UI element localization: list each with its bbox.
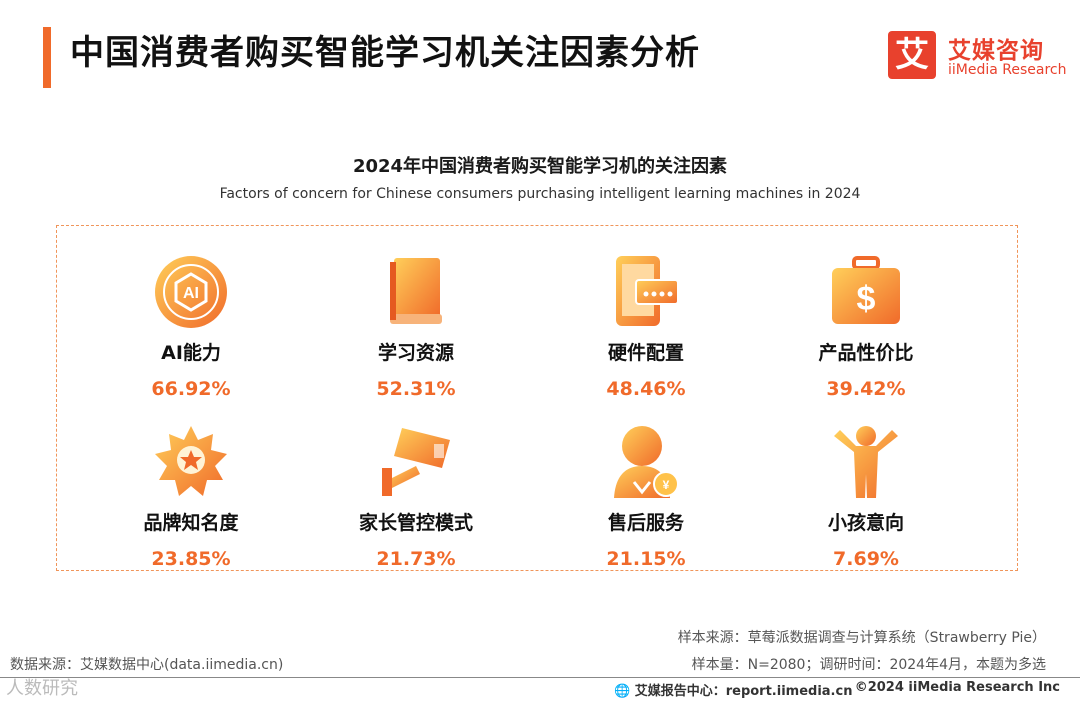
factor-name: 售后服务 (607, 512, 684, 534)
data-source-note: 数据来源：艾媒数据中心(data.iimedia.cn) (10, 657, 284, 673)
factor-item: 品牌知名度 23.85% (81, 422, 301, 572)
child-icon (834, 426, 898, 498)
factor-value: 52.31% (376, 378, 456, 400)
factor-item: $ 产品性价比 39.42% (756, 252, 976, 402)
factor-item: AI AI能力 66.92% (81, 252, 301, 402)
brand-logo-block[interactable]: 艾 艾媒咨询 iiMedia Research (888, 31, 1067, 81)
svg-text:¥: ¥ (663, 478, 670, 492)
title-accent-bar (43, 27, 51, 88)
factor-value: 39.42% (826, 378, 906, 400)
factor-name: 小孩意向 (827, 512, 904, 534)
factor-name: 产品性价比 (818, 342, 914, 364)
ai-badge-icon: AI (155, 256, 227, 328)
watermark-text: 人数研究 (6, 678, 78, 699)
factors-frame (56, 225, 1018, 571)
factor-value: 48.46% (606, 378, 686, 400)
chart-subtitle: Factors of concern for Chinese consumers… (219, 186, 861, 202)
factor-name: 品牌知名度 (143, 512, 239, 534)
factor-value: 7.69% (833, 548, 899, 570)
brand-name-en: iiMedia Research (948, 62, 1067, 78)
page-title: 中国消费者购买智能学习机关注因素分析 (70, 33, 700, 73)
footer-divider (0, 677, 1080, 678)
money-bag-icon: $ (832, 256, 900, 324)
factor-value: 21.73% (376, 548, 456, 570)
brand-logo-icon: 艾 (888, 31, 936, 79)
factor-value: 66.92% (151, 378, 231, 400)
factor-name: AI能力 (161, 342, 221, 364)
svg-text:$: $ (857, 280, 876, 318)
factor-name: 硬件配置 (607, 342, 684, 364)
copyright-text: ©2024 iiMedia Research Inc (854, 680, 1060, 695)
tablet-device-icon (616, 256, 679, 326)
svg-text:AI: AI (183, 285, 199, 302)
factor-item: 硬件配置 48.46% (536, 252, 756, 402)
factor-item: 学习资源 52.31% (306, 252, 526, 402)
factor-item: 家长管控模式 21.73% (306, 422, 526, 572)
sample-source-note: 样本来源：草莓派数据调查与计算系统（Strawberry Pie） (677, 630, 1046, 646)
award-medal-icon (155, 426, 227, 496)
book-icon (390, 258, 442, 324)
factor-item: 小孩意向 7.69% (756, 422, 976, 572)
factor-item: ¥ 售后服务 21.15% (536, 422, 756, 572)
brand-name-cn: 艾媒咨询 (948, 38, 1044, 64)
globe-icon: 🌐 (614, 684, 631, 699)
sample-size-note: 样本量：N=2080；调研时间：2024年4月，本题为多选 (691, 657, 1046, 673)
factor-name: 学习资源 (377, 342, 454, 364)
camera-monitor-icon (382, 428, 450, 496)
report-center-link[interactable]: 🌐 艾媒报告中心：report.iimedia.cn (614, 680, 852, 699)
chart-title: 2024年中国消费者购买智能学习机的关注因素 (352, 156, 728, 177)
service-person-icon: ¥ (614, 426, 679, 498)
factor-value: 23.85% (151, 548, 231, 570)
report-center-label: 艾媒报告中心：report.iimedia.cn (634, 684, 853, 699)
factor-name: 家长管控模式 (358, 512, 473, 534)
factor-value: 21.15% (606, 548, 686, 570)
